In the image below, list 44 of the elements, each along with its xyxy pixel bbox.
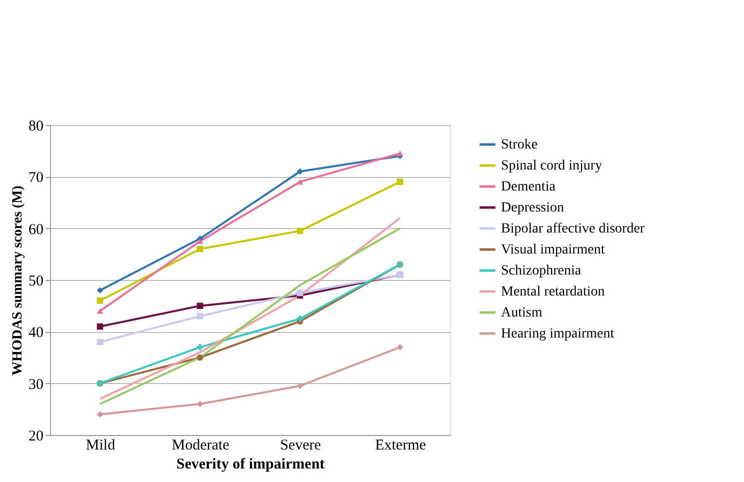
x-tick-label: Exterme xyxy=(375,438,426,454)
x-tick-label: Severe xyxy=(280,438,322,454)
legend-label: Stroke xyxy=(501,138,538,152)
point xyxy=(96,298,104,304)
point xyxy=(96,338,104,346)
point xyxy=(196,313,204,320)
point xyxy=(96,411,104,418)
y-axis-title: WHODAS summary scores (M) xyxy=(10,185,26,376)
y-tick-label: 30 xyxy=(28,376,44,393)
y-tick-label: 60 xyxy=(28,222,44,238)
point xyxy=(196,344,204,350)
x-tick-label: Moderate xyxy=(172,438,230,454)
y-tick-label: 40 xyxy=(28,325,44,342)
point xyxy=(196,246,204,252)
point xyxy=(196,400,204,408)
point xyxy=(96,308,104,314)
point xyxy=(296,179,304,185)
x-tick-label: Mild xyxy=(86,438,116,454)
point xyxy=(396,344,404,350)
point xyxy=(296,382,304,390)
point xyxy=(296,290,304,296)
y-tick-label: 70 xyxy=(28,170,44,186)
point xyxy=(96,323,104,330)
legend-label: Visual impairment xyxy=(501,242,605,258)
legend-label: Autism xyxy=(501,306,542,320)
point xyxy=(296,168,304,175)
legend-label: Spinal cord injury xyxy=(501,158,602,174)
y-tick-label: 80 xyxy=(28,118,44,134)
legend-label: Schizophrenia xyxy=(501,264,582,278)
point xyxy=(196,302,204,309)
legend-label: Depression xyxy=(501,200,564,216)
point xyxy=(296,316,304,322)
y-tick-label: 20 xyxy=(28,428,44,444)
legend-label: Bipolar affective disorder xyxy=(501,222,645,236)
legend-label: Mental retardation xyxy=(501,284,605,300)
point xyxy=(96,287,104,294)
point xyxy=(396,150,404,156)
point xyxy=(196,354,204,361)
x-axis-title: Severity of impairment xyxy=(176,456,325,472)
point xyxy=(296,228,304,234)
legend-label: Dementia xyxy=(501,180,556,194)
y-tick-label: 50 xyxy=(28,274,44,290)
point xyxy=(396,178,404,185)
legend-label: Hearing impairment xyxy=(501,326,614,342)
